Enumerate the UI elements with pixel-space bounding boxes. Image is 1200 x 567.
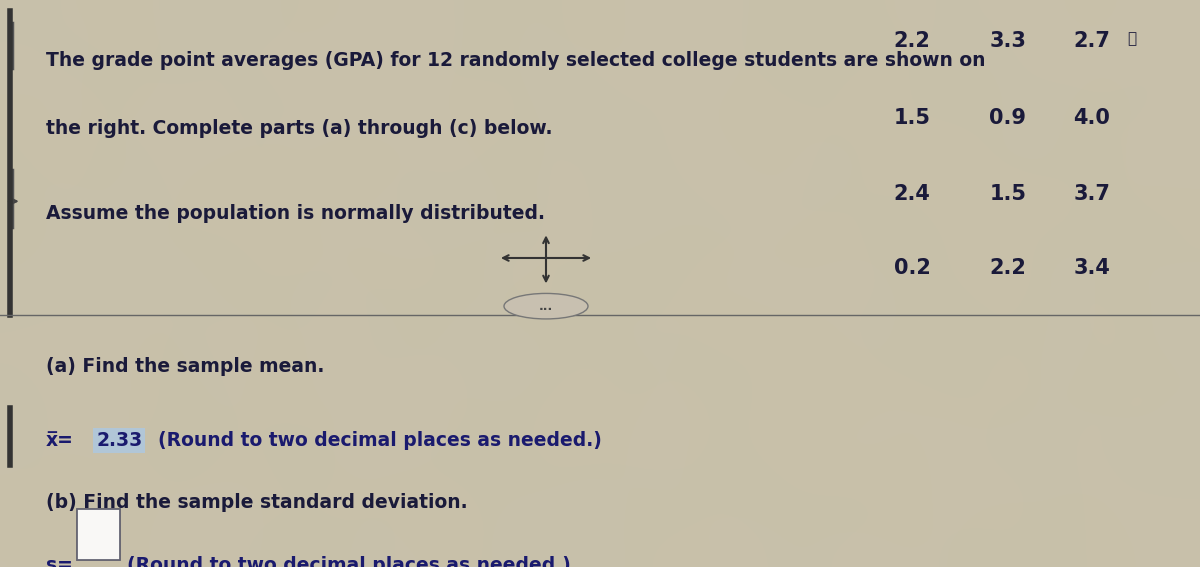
Text: 1.5: 1.5	[894, 108, 930, 128]
Text: (b) Find the sample standard deviation.: (b) Find the sample standard deviation.	[46, 493, 467, 513]
Text: ...: ...	[539, 300, 553, 312]
Text: x̅=: x̅=	[46, 431, 73, 450]
Text: Assume the population is normally distributed.: Assume the population is normally distri…	[46, 204, 545, 223]
Ellipse shape	[504, 294, 588, 319]
Text: 1.5: 1.5	[990, 184, 1026, 204]
Text: ⎙: ⎙	[1127, 31, 1136, 46]
Text: s=: s=	[46, 556, 72, 567]
Text: 3.3: 3.3	[990, 31, 1026, 51]
Text: (Round to two decimal places as needed.): (Round to two decimal places as needed.)	[158, 431, 602, 450]
Text: 2.7: 2.7	[1074, 31, 1110, 51]
Text: (Round to two decimal places as needed.): (Round to two decimal places as needed.)	[127, 556, 571, 567]
Text: 3.7: 3.7	[1074, 184, 1110, 204]
Text: 2.4: 2.4	[894, 184, 930, 204]
FancyBboxPatch shape	[77, 509, 120, 560]
Text: 2.33: 2.33	[96, 431, 143, 450]
Text: 0.9: 0.9	[990, 108, 1026, 128]
Text: 2.2: 2.2	[990, 258, 1026, 278]
Text: the right. Complete parts (a) through (c) below.: the right. Complete parts (a) through (c…	[46, 119, 552, 138]
Text: (a) Find the sample mean.: (a) Find the sample mean.	[46, 357, 324, 376]
Text: 3.4: 3.4	[1074, 258, 1110, 278]
Text: 4.0: 4.0	[1074, 108, 1110, 128]
Text: The grade point averages (GPA) for 12 randomly selected college students are sho: The grade point averages (GPA) for 12 ra…	[46, 51, 985, 70]
Text: 2.2: 2.2	[894, 31, 930, 51]
Text: 0.2: 0.2	[894, 258, 930, 278]
